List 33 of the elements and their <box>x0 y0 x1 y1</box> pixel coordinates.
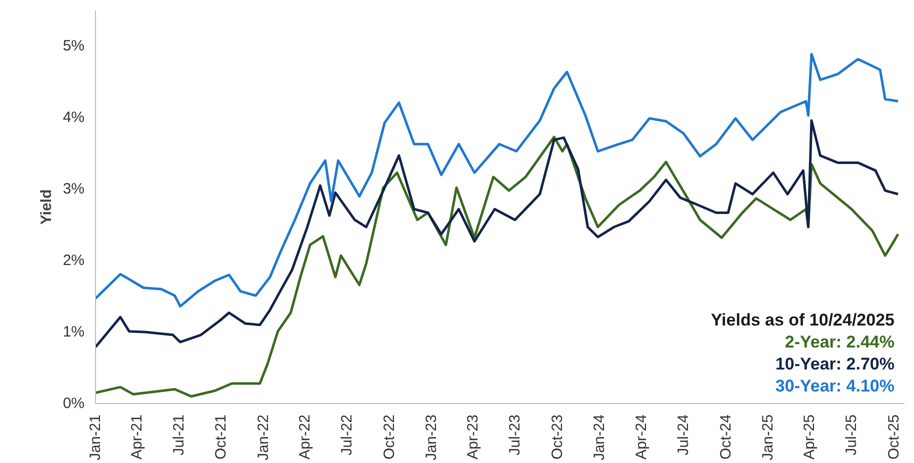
x-tick-label: Apr-25 <box>801 414 818 460</box>
x-tick-label: Jan-25 <box>760 414 777 460</box>
x-tick-label: Jul-21 <box>170 414 188 456</box>
x-tick-label: Jul-22 <box>338 414 356 456</box>
x-tick-label: Jul-25 <box>843 414 860 456</box>
x-tick-label: Oct-25 <box>885 414 902 460</box>
y-tick-label: 1% <box>62 324 85 341</box>
x-tick-label: Jul-23 <box>506 414 524 456</box>
x-tick-label: Jan-21 <box>87 414 104 460</box>
x-tick-label: Oct-22 <box>380 414 398 460</box>
line-series <box>96 52 900 308</box>
x-tick-label: Oct-24 <box>717 414 734 460</box>
y-tick-label: 4% <box>62 109 85 126</box>
y-tick-label: 0% <box>62 395 85 412</box>
text: 30-Year: 4.10% <box>775 376 895 396</box>
text: 2-Year: 2.44% <box>784 332 895 352</box>
x-tick-label: Oct-21 <box>212 414 230 460</box>
legend-title: Yields as of 10/24/2025 <box>710 310 894 330</box>
line-series <box>96 119 900 348</box>
y-axis-title: Yield <box>38 189 55 225</box>
x-tick-label: Apr-21 <box>128 414 146 460</box>
y-tick-label: 3% <box>62 180 85 198</box>
y-tick-label: 5% <box>62 38 85 55</box>
x-tick-label: Jan-23 <box>423 414 440 460</box>
y-tick-label: 2% <box>62 252 85 270</box>
x-tick-label: Jan-24 <box>591 414 608 460</box>
text: 10-Year: 2.70% <box>775 354 895 374</box>
x-tick-label: Jan-22 <box>255 414 272 460</box>
x-tick-label: Jul-24 <box>674 414 692 456</box>
x-tick-label: Apr-23 <box>464 414 482 460</box>
x-tick-label: Oct-23 <box>548 414 566 460</box>
x-tick-label: Apr-24 <box>633 414 650 460</box>
x-tick-label: Apr-22 <box>296 414 314 460</box>
